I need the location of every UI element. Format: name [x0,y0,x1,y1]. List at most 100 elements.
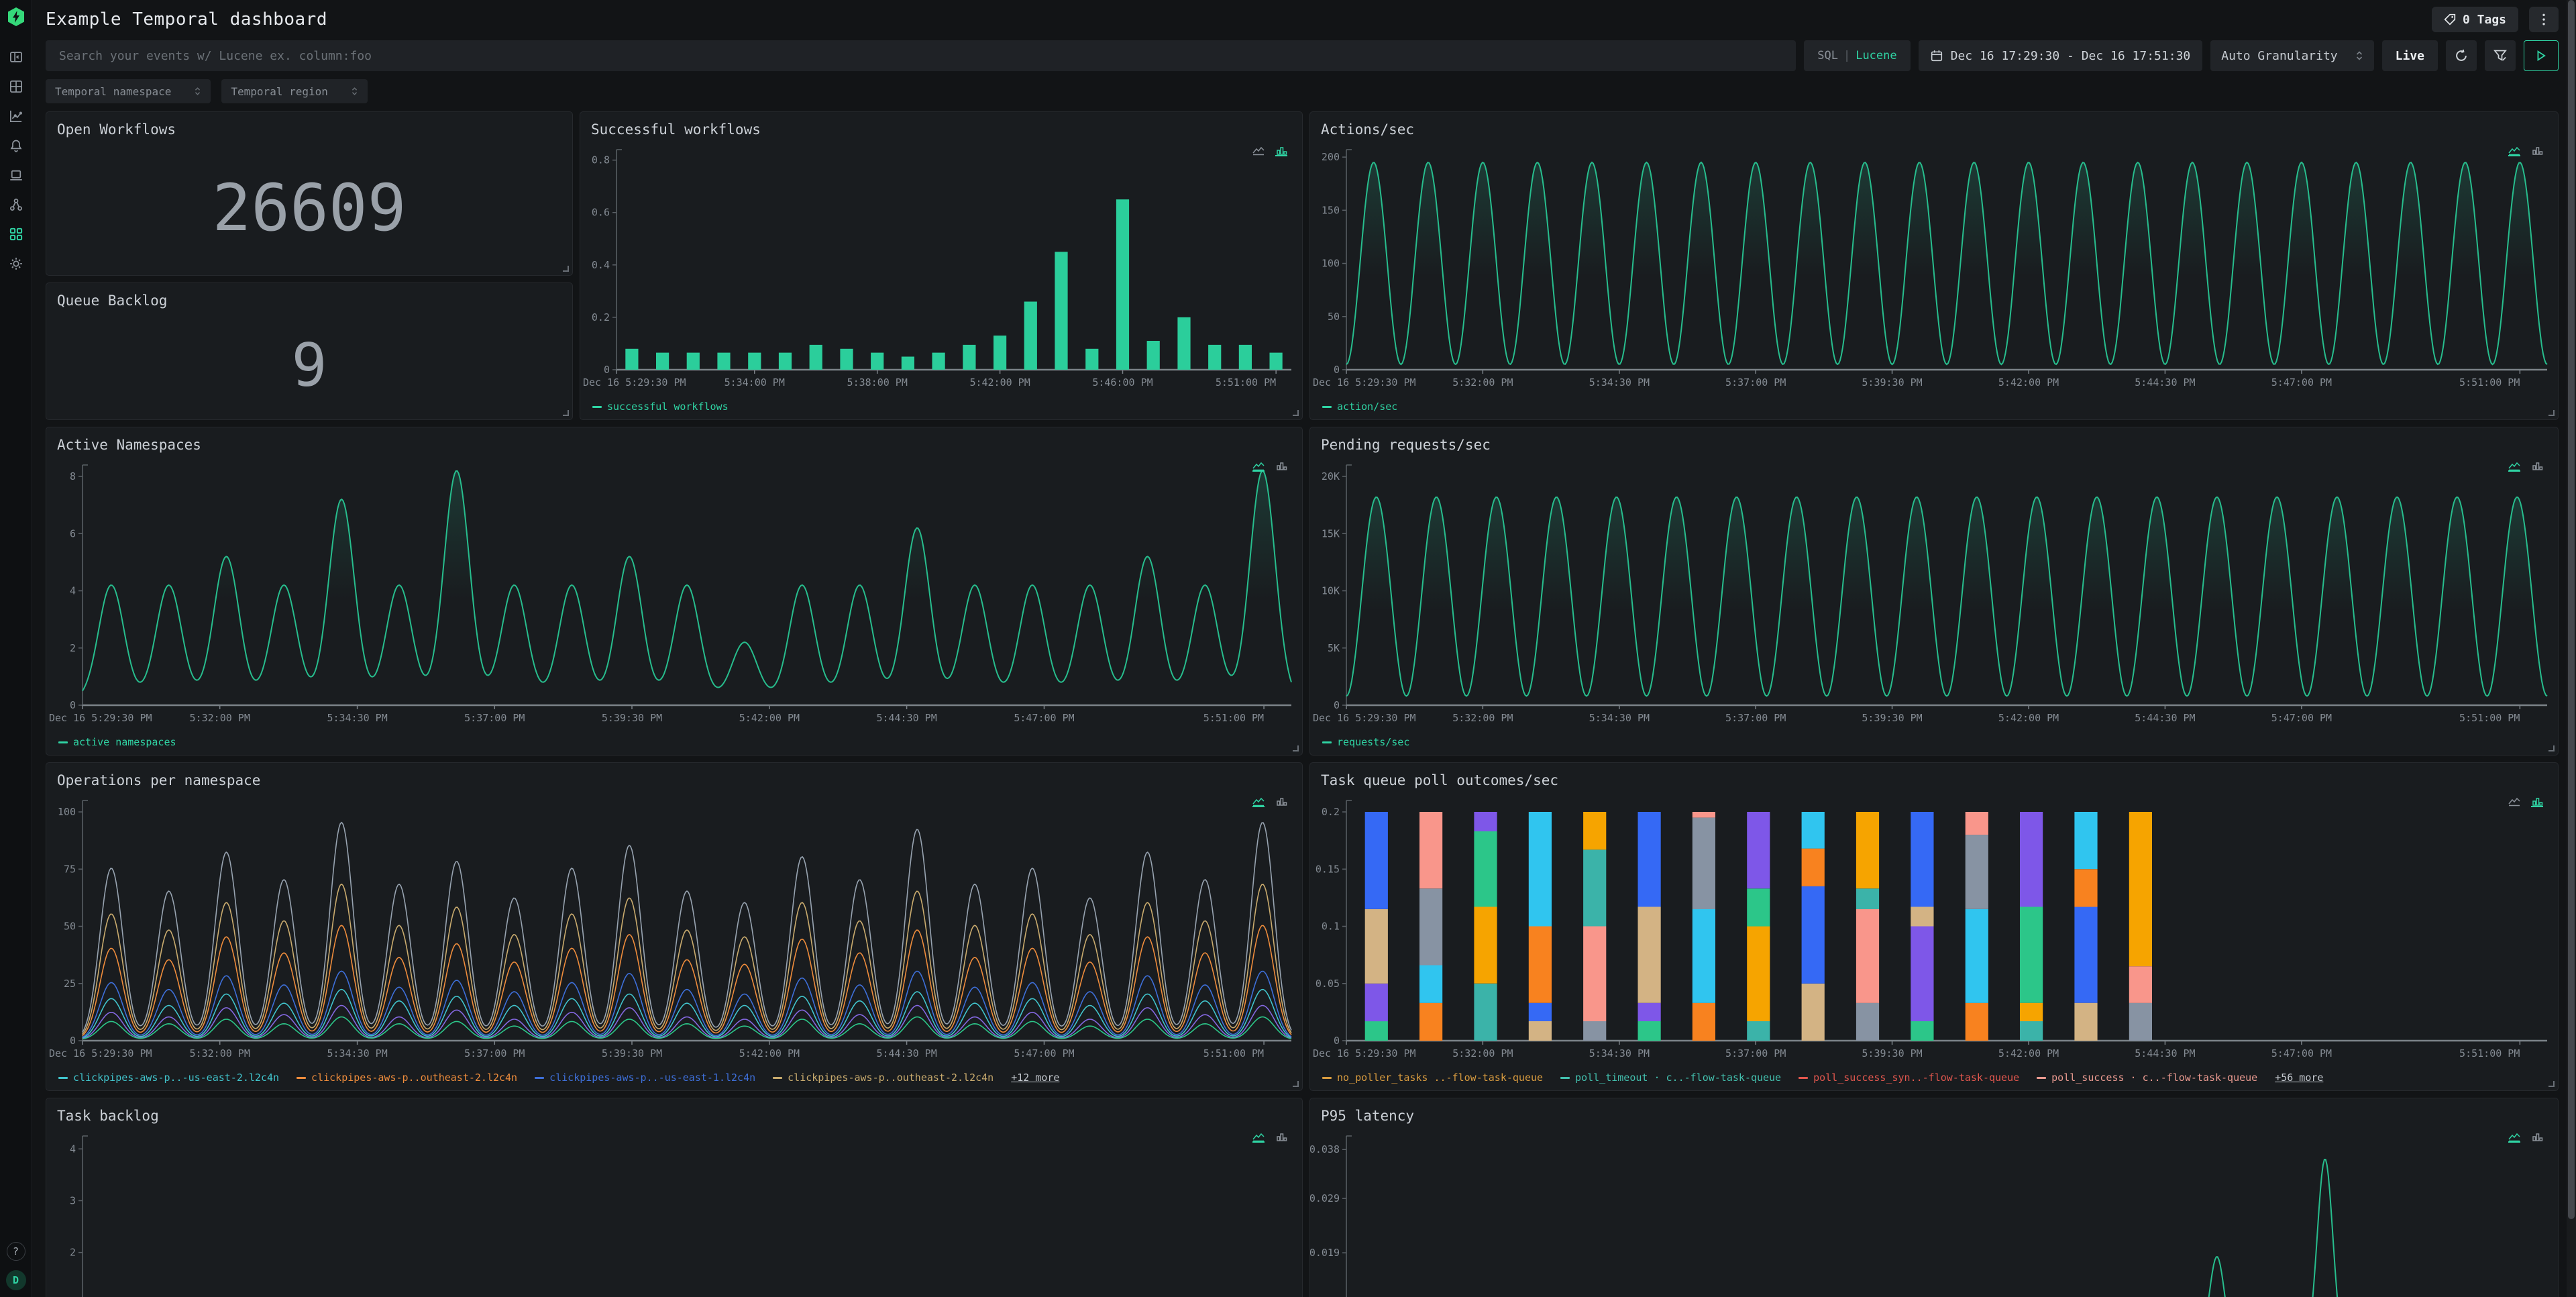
chart-line-icon[interactable] [2508,146,2520,156]
query-mode-toggle[interactable]: SQL | Lucene [1804,40,1911,71]
svg-text:4: 4 [70,585,76,597]
svg-text:Dec 16 5:29:30 PM: Dec 16 5:29:30 PM [1313,376,1416,388]
legend-item[interactable]: clickpipes-aws-p..-us-east-2.l2c4n [58,1072,279,1084]
chart-line-icon[interactable] [2508,796,2520,807]
chart-line-icon[interactable] [2508,461,2520,472]
panel-toggle-icon[interactable] [9,50,23,64]
chart-line-icon[interactable] [1252,1132,1265,1143]
dashboard-grid: Open Workflows 26609 Queue Backlog 9 Suc… [46,111,2559,1297]
gear-icon[interactable] [9,256,23,271]
mode-sql-label[interactable]: SQL [1817,49,1838,62]
panel-title: Pending requests/sec [1321,437,1491,453]
legend-item[interactable]: successful workflows [592,401,729,413]
chart-bar-icon[interactable] [2531,146,2543,156]
legend-item[interactable]: clickpipes-aws-p..outheast-2.l2c4n [297,1072,517,1084]
svg-text:0: 0 [70,699,76,711]
laptop-icon[interactable] [9,168,23,183]
legend-item[interactable]: poll_timeout · c..-flow-task-queue [1560,1072,1781,1084]
legend-swatch [1560,1076,1570,1079]
legend-item[interactable]: action/sec [1322,401,1397,413]
mode-lucene-label[interactable]: Lucene [1856,49,1897,62]
help-button[interactable]: ? [6,1242,25,1261]
panel-successful-workflows: Successful workflows 0.8 0.6 0.4 0.2 0 Dec 16… [580,111,1303,420]
task-backlog-chart[interactable]: 4321Dec 16 5:29:30 PM5:32:00 PM5:34:30 P… [46,1127,1302,1297]
tag-icon [2444,13,2456,25]
chart-line-icon[interactable] [1252,146,1265,156]
tags-button[interactable]: 0 Tags [2431,7,2518,32]
svg-text:100: 100 [1322,258,1340,270]
legend-item[interactable]: poll_success · c..-flow-task-queue [2037,1072,2257,1084]
filter-edit-button[interactable] [2485,40,2516,71]
svg-text:5:51:00 PM: 5:51:00 PM [1216,376,1276,388]
dashboard-grid-icon[interactable] [9,79,23,94]
legend[interactable]: active namespaces [46,729,1302,755]
svg-text:5:44:30 PM: 5:44:30 PM [2135,376,2195,388]
legend[interactable]: successful workflows [580,394,1302,419]
svg-text:0.15: 0.15 [1316,863,1340,875]
run-query-button[interactable] [2524,40,2559,71]
granularity-select[interactable]: Auto Granularity [2210,40,2374,71]
legend-item[interactable]: poll_success_syn..-flow-task-queue [1799,1072,2019,1084]
user-avatar[interactable]: D [5,1270,26,1290]
svg-text:0.2: 0.2 [1322,806,1340,818]
svg-text:50: 50 [64,921,76,933]
svg-text:5:51:00 PM: 5:51:00 PM [1203,1047,1264,1059]
chart-bar-icon[interactable] [1275,796,1287,807]
legend-swatch [58,1076,68,1079]
filter-temporal-region[interactable]: Temporal region [221,79,368,103]
legend-item[interactable]: no_poller_tasks ..-flow-task-queue [1322,1072,1543,1084]
chart-bar-icon[interactable] [1275,1132,1287,1143]
panel-pending-requests: Pending requests/sec 20K 15K 10K 5K 0 Dec 16 … [1309,427,2559,756]
date-range-picker[interactable]: Dec 16 17:29:30 - Dec 16 17:51:30 [1918,40,2203,71]
kebab-menu-button[interactable] [2529,7,2559,32]
live-button[interactable]: Live [2381,40,2438,71]
legend[interactable]: clickpipes-aws-p..-us-east-2.l2c4n clickp… [46,1065,1302,1090]
legend-item[interactable]: active namespaces [58,736,176,748]
legend-more-link[interactable]: +56 more [2275,1072,2324,1084]
refresh-button[interactable] [2446,40,2477,71]
panel-operations-per-namespace: Operations per namespace 100 75 50 25 0 Dec 1… [46,762,1303,1091]
granularity-label: Auto Granularity [2221,48,2338,63]
svg-text:Dec 16 5:29:30 PM: Dec 16 5:29:30 PM [49,1047,152,1059]
chart-bar-icon[interactable] [2531,1132,2543,1143]
svg-text:5:39:30 PM: 5:39:30 PM [1862,712,1922,724]
legend[interactable]: requests/sec [1310,729,2558,755]
svg-text:8: 8 [70,470,76,482]
scrollbar-thumb[interactable] [2568,0,2575,1220]
filter-temporal-namespace[interactable]: Temporal namespace [46,79,211,103]
legend-item[interactable]: clickpipes-aws-p..-us-east-1.l2c4n [535,1072,755,1084]
panel-title: Successful workflows [591,121,761,138]
chart-bar-icon[interactable] [1275,146,1287,156]
legend-item[interactable]: clickpipes-aws-p..outheast-2.l2c4n [773,1072,994,1084]
dashboards-icon[interactable] [9,227,23,242]
chart-line-icon[interactable] [1252,796,1265,807]
chart-bar-icon[interactable] [2531,461,2543,472]
svg-text:4: 4 [70,1143,76,1155]
legend-swatch [1322,405,1332,408]
chart-bar-icon[interactable] [2531,796,2543,807]
svg-text:5:34:30 PM: 5:34:30 PM [1589,1047,1650,1059]
legend[interactable]: no_poller_tasks ..-flow-task-queue poll_t… [1310,1065,2558,1090]
legend-more-link[interactable]: +12 more [1011,1072,1060,1084]
page-scrollbar[interactable] [2567,0,2576,1297]
topology-icon[interactable] [9,197,23,212]
svg-text:5:42:00 PM: 5:42:00 PM [739,712,800,724]
panel-title: Open Workflows [57,121,176,138]
chart-line-icon[interactable] [2508,1132,2520,1143]
bell-icon[interactable] [9,138,23,153]
legend-item[interactable]: requests/sec [1322,736,1409,748]
chart-line-icon[interactable] [1252,461,1265,472]
metrics-chart-icon[interactable] [9,109,23,123]
selector-chevrons-icon [352,87,357,95]
search-input[interactable] [46,40,1796,71]
legend[interactable]: action/sec [1310,394,2558,419]
logo-icon[interactable] [6,7,26,27]
chart-bar-icon[interactable] [1275,461,1287,472]
